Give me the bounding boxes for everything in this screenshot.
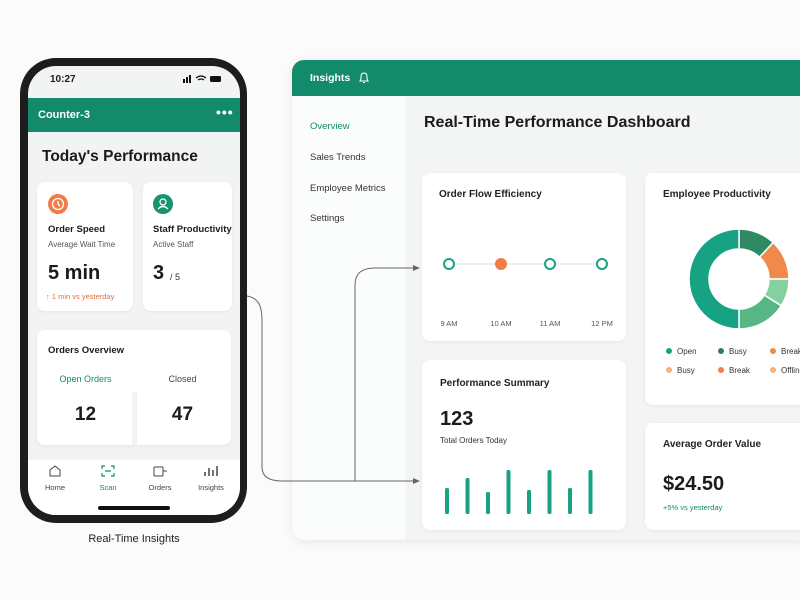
legend-dot (770, 348, 776, 354)
bar-sparkline (445, 470, 593, 514)
bar (506, 470, 511, 514)
nav-item[interactable]: Insights (198, 483, 224, 492)
bar (527, 490, 531, 514)
card-title: Order Speed (48, 224, 106, 235)
staff-card: Staff Productivity Active Staff 3 / 5 (143, 182, 232, 311)
bar (445, 488, 449, 514)
summary-value: 123 (440, 408, 474, 430)
open-label: Open Orders (59, 374, 112, 384)
donut-segment (688, 228, 740, 330)
bottom-nav: Home Scan Orders Insights (28, 460, 240, 515)
bar (486, 492, 490, 514)
productivity-card: Employee Productivity Open Busy Break Busy B… (645, 173, 800, 405)
bar (465, 478, 470, 514)
card-title: Staff Productivity (153, 224, 232, 235)
card-note: ↑ 1 min vs yesterday (46, 292, 115, 301)
donut-chart: Open Busy Break Busy Break Offline (666, 228, 800, 375)
time-label: 10 AM (490, 319, 512, 328)
status-icons (183, 75, 221, 83)
dash-title: Real-Time Performance Dashboard (424, 114, 691, 131)
dashboard: Insights Overview Sales Trends Employee … (292, 60, 800, 540)
flow-chart (443, 258, 608, 270)
card-title: Average Order Value (663, 439, 762, 450)
more-button[interactable]: ••• (216, 104, 234, 120)
card-total: / 5 (170, 272, 181, 282)
legend-label: Break (729, 366, 751, 375)
legend-label: Busy (677, 366, 695, 375)
time-label: 9 AM (440, 319, 458, 328)
card-value: 5 min (48, 262, 101, 284)
closed-value: 47 (171, 404, 194, 425)
legend-label: Busy (729, 347, 747, 356)
caption: Real-Time Insights (88, 533, 180, 545)
sidebar: Overview Sales Trends Employee Metrics S… (292, 96, 405, 540)
header-title: Insights (310, 72, 351, 84)
header-title: Counter-3 (38, 109, 90, 121)
bar (568, 488, 572, 514)
summary-card: Performance Summary 123 Total Orders Tod… (422, 360, 626, 530)
home-indicator (98, 506, 170, 510)
summary-label: Total Orders Today (440, 436, 507, 445)
page-title: Today's Performance (42, 148, 198, 165)
card-subtitle: Active Staff (153, 240, 194, 249)
order-flow-card: Order Flow Efficiency 9 AM 10 AM 11 AM 1… (422, 173, 626, 341)
phone-screen: 10:27 Counter-3 ••• Today's Performance … (28, 66, 240, 515)
aov-card: Average Order Value $24.50 +5% vs yester… (645, 423, 800, 530)
person-icon (153, 194, 173, 214)
divider (132, 392, 137, 445)
bar (547, 470, 552, 514)
legend-label: Break (781, 347, 800, 356)
nav-item[interactable]: Orders (148, 483, 172, 492)
aov-note: +5% vs yesterday (663, 503, 723, 512)
card-value: 3 (153, 262, 165, 284)
orders-card: Orders Overview Open Orders Closed 12 47 (37, 330, 231, 445)
menu-item[interactable]: Employee Metrics (310, 183, 386, 194)
legend-dot (666, 367, 672, 373)
status-time: 10:27 (50, 74, 76, 85)
card-subtitle: Average Wait Time (48, 240, 116, 249)
open-value: 12 (74, 404, 97, 425)
orders-title: Orders Overview (48, 345, 125, 356)
legend-dot (666, 348, 672, 354)
card-title: Performance Summary (440, 378, 550, 389)
menu-item[interactable]: Overview (310, 121, 350, 132)
closed-label: Closed (168, 374, 197, 384)
card-title: Order Flow Efficiency (439, 189, 542, 200)
bar (588, 470, 593, 514)
legend-dot (770, 367, 776, 373)
menu-item[interactable]: Settings (310, 213, 345, 224)
aov-value: $24.50 (663, 473, 725, 495)
clock-icon (48, 194, 68, 214)
app-header: Counter-3 ••• (28, 98, 240, 132)
nav-icons (49, 465, 218, 477)
legend-label: Open (677, 347, 697, 356)
card-title: Employee Productivity (663, 189, 771, 200)
time-label: 12 PM (591, 319, 613, 328)
bell-icon[interactable] (358, 71, 370, 84)
nav-item[interactable]: Home (44, 483, 65, 492)
time-label: 11 AM (539, 319, 561, 328)
nav-item[interactable]: Scan (99, 483, 117, 492)
menu-item[interactable]: Sales Trends (310, 152, 366, 163)
legend-dot (718, 348, 724, 354)
order-speed-card: Order Speed Average Wait Time 5 min ↑ 1 … (37, 182, 133, 311)
dash-header: Insights (292, 60, 800, 96)
legend-dot (718, 367, 724, 373)
legend-label: Offline (781, 366, 800, 375)
